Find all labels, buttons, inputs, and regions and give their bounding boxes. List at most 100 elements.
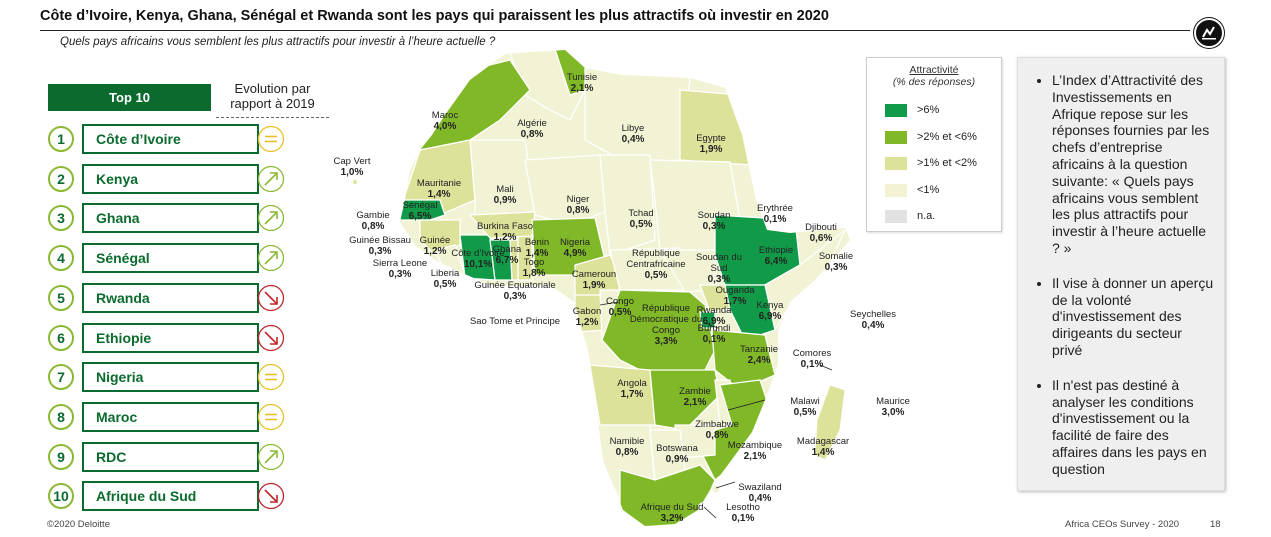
country-name: Sénégal (402, 200, 438, 211)
country-value: 4,0% (433, 121, 457, 132)
country-name: Mozambique (727, 440, 783, 451)
country-name: Sao Tome et Principe (469, 316, 561, 327)
page-number: 18 (1210, 519, 1221, 530)
country-value: 0,8% (615, 447, 639, 458)
notes-list: L’Index d’Attractivité des Investissemen… (1018, 72, 1224, 478)
rank-country-name: Sénégal (82, 243, 259, 274)
legend-swatch (885, 183, 907, 197)
country-name: Namibie (609, 436, 645, 447)
top10-row: 9 RDC (48, 441, 348, 474)
note-item: L’Index d’Attractivité des Investissemen… (1052, 72, 1216, 257)
country-name: Madagascar (796, 436, 850, 447)
country-value: 0,3% (368, 246, 392, 257)
country-value: 0,3% (824, 262, 848, 273)
country-value: 1,4% (427, 189, 451, 200)
country-label: Namibie 0,8% (610, 436, 645, 458)
country-label: Tanzanie 2,4% (740, 344, 778, 366)
country-label: Congo 0,5% (606, 296, 634, 318)
country-value: 0,3% (707, 274, 731, 285)
equal-icon (257, 125, 285, 153)
rank-country-name: Côte d’Ivoire (82, 124, 259, 154)
country-value: 0,5% (433, 279, 457, 290)
region-tchad (599, 154, 656, 256)
country-label: Guinée 1,2% (420, 235, 451, 257)
arrow-down-right-icon (257, 324, 285, 351)
country-label: Gambie 0,8% (356, 210, 389, 232)
legend-swatch (885, 157, 907, 170)
top10-header: Top 10 (48, 84, 211, 111)
country-name: Soudan (697, 210, 731, 221)
top10-row: 8 Maroc (48, 401, 348, 434)
country-label: Burkina Faso 1,2% (477, 221, 533, 243)
rank-country-name: Ethiopie (82, 322, 259, 353)
country-label: Mauritanie 1,4% (417, 178, 461, 200)
country-label: Swaziland 0,4% (738, 482, 781, 504)
country-label: Tunisie 2,1% (567, 72, 597, 94)
country-name: Malawi (790, 396, 820, 407)
country-name: Egypte (696, 133, 726, 144)
country-name: Sierra Leone (372, 258, 428, 269)
country-label: Ouganda 1,7% (715, 285, 754, 307)
country-value: 6,4% (764, 256, 788, 267)
country-value: 1,4% (525, 248, 549, 259)
country-name: Maroc (431, 110, 459, 121)
country-label: Algérie 0,8% (517, 118, 547, 140)
country-label: Mozambique 2,1% (728, 440, 782, 462)
country-label: République Démocratique du Congo 3,3% (626, 303, 706, 347)
country-label: Kenya 6,9% (757, 300, 784, 322)
country-name: Botswana (656, 443, 698, 454)
top10-row: 1 Côte d’Ivoire (48, 124, 348, 156)
rank-number: 7 (48, 364, 74, 391)
country-label: Gabon 1,2% (573, 306, 602, 328)
country-value: 0,9% (665, 454, 689, 465)
rank-country-name: Ghana (82, 203, 259, 234)
country-value: 1,2% (575, 317, 599, 328)
country-label: Rwanda 6,9% (697, 305, 732, 327)
country-label: Niger 0,8% (567, 194, 590, 216)
country-label: Soudan 0,3% (698, 210, 731, 232)
country-name: Maurice (876, 396, 910, 407)
note-item: Il n'est pas destiné à analyser les cond… (1052, 377, 1216, 478)
country-value: 3,3% (654, 336, 678, 347)
country-label: Madagascar 1,4% (797, 436, 849, 458)
country-name: Mali (496, 184, 514, 195)
country-value: 2,4% (747, 355, 771, 366)
country-label: Seychelles 0,4% (850, 309, 896, 331)
country-name: Burkina Faso (477, 221, 533, 232)
country-name: Côte d’Ivoire (451, 248, 505, 259)
region-burkina (468, 211, 536, 239)
country-value: 0,5% (629, 219, 653, 230)
country-name: Libye (621, 123, 645, 134)
country-name: Congo (606, 296, 634, 307)
country-value: 1,8% (522, 268, 546, 279)
top10-row: 2 Kenya (48, 163, 348, 196)
country-value: 0,3% (702, 221, 726, 232)
rank-number: 1 (48, 126, 74, 152)
country-value: 6,7% (495, 255, 519, 266)
arrow-up-right-icon (257, 244, 285, 272)
legend-label: >1% et <2% (917, 157, 977, 169)
evolution-header-underline (216, 117, 329, 118)
country-value: 6,5% (408, 211, 432, 222)
country-value: 3,2% (660, 513, 684, 524)
region-swaziland (711, 484, 721, 494)
country-value: 1,9% (699, 144, 723, 155)
country-label: Egypte 1,9% (696, 133, 726, 155)
arrow-up-right-icon (257, 165, 285, 192)
country-label: Guinée Bissau 0,3% (349, 235, 411, 257)
legend-swatch (885, 130, 907, 144)
rank-number: 10 (48, 483, 74, 510)
country-label: Zambie 2,1% (679, 386, 711, 408)
country-value: 0,6% (809, 233, 833, 244)
country-value: 0,1% (800, 359, 824, 370)
country-label: Angola 1,7% (617, 378, 647, 400)
rank-country-name: Afrique du Sud (82, 481, 259, 512)
country-value: 0,8% (566, 205, 590, 216)
country-value: 0,4% (861, 320, 885, 331)
country-name: Erythrée (757, 203, 793, 214)
country-label: Sao Tome et Principe (470, 316, 560, 327)
country-value: 0,5% (644, 270, 668, 281)
arrow-up-right-icon (257, 205, 285, 232)
country-label: Maroc 4,0% (432, 110, 458, 132)
legend-label: <1% (917, 183, 940, 196)
